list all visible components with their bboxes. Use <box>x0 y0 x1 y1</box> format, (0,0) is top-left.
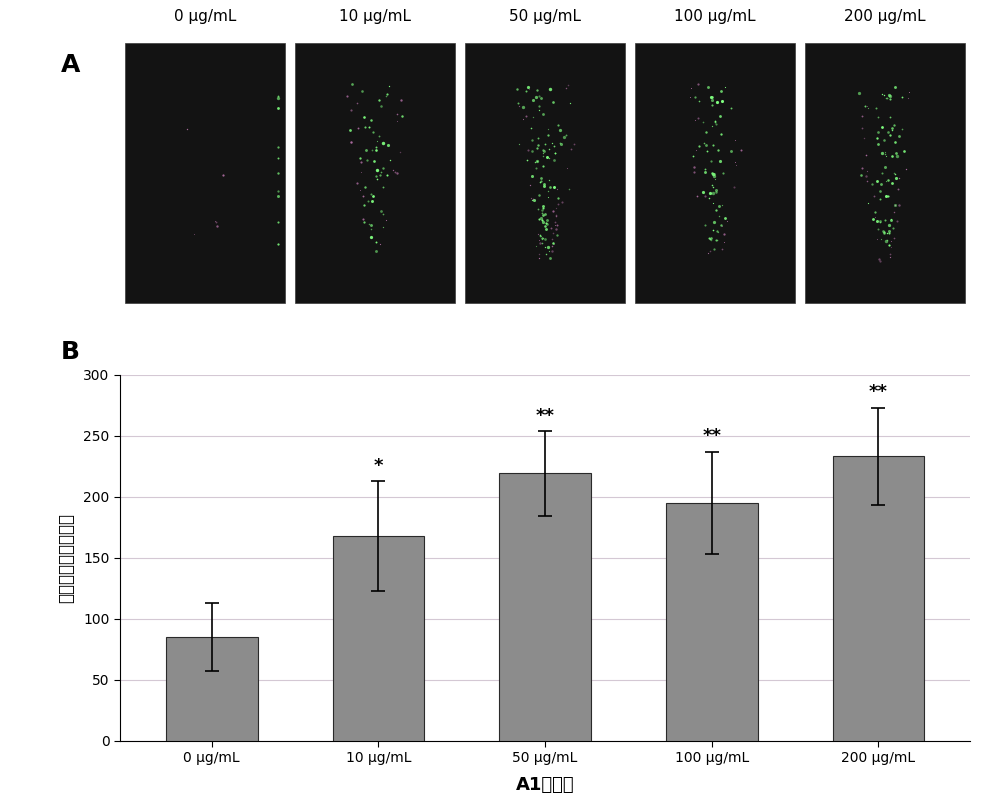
Bar <box>499 473 591 741</box>
Bar <box>465 43 625 303</box>
Text: 50 μg/mL: 50 μg/mL <box>509 10 581 24</box>
Bar <box>832 456 924 741</box>
Y-axis label: 纵切面根尖干细胞数: 纵切面根尖干细胞数 <box>57 513 75 603</box>
Bar <box>805 43 965 303</box>
Text: 200 μg/mL: 200 μg/mL <box>844 10 926 24</box>
Text: 10 μg/mL: 10 μg/mL <box>339 10 411 24</box>
Text: **: ** <box>702 427 721 445</box>
Text: *: * <box>374 456 383 475</box>
Text: **: ** <box>869 383 888 402</box>
Bar <box>166 637 258 741</box>
Text: A: A <box>60 53 80 77</box>
Bar <box>332 535 424 741</box>
Bar <box>295 43 455 303</box>
Text: 100 μg/mL: 100 μg/mL <box>674 10 756 24</box>
Text: B: B <box>60 340 80 364</box>
Text: 0 μg/mL: 0 μg/mL <box>174 10 236 24</box>
X-axis label: A1的浓度: A1的浓度 <box>516 776 574 794</box>
Text: **: ** <box>536 407 554 425</box>
Bar <box>635 43 795 303</box>
Bar <box>125 43 285 303</box>
Bar <box>666 503 758 741</box>
